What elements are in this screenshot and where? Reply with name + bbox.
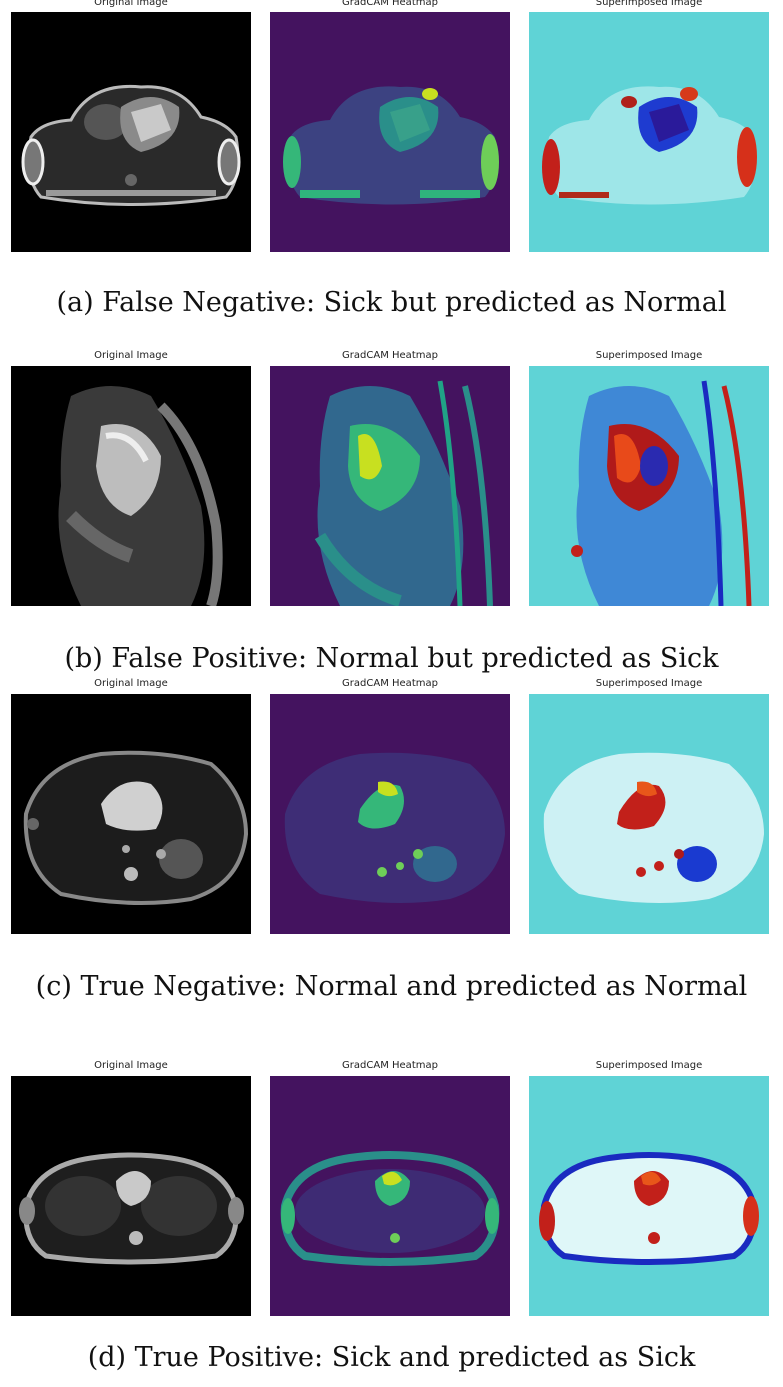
- panel-title-heatmap: GradCAM Heatmap: [342, 678, 438, 689]
- original-image: [11, 366, 251, 606]
- gradcam-heatmap: [270, 694, 510, 934]
- original-image: [11, 1076, 251, 1316]
- caption-d: (d) True Positive: Sick and predicted as…: [87, 1342, 696, 1373]
- caption-b: (b) False Positive: Normal but predicted…: [64, 643, 719, 674]
- original-image: [11, 694, 251, 934]
- panel-title-original: Original Image: [94, 350, 168, 361]
- panel-title-original: Original Image: [94, 0, 168, 8]
- original-image: [11, 12, 251, 252]
- caption-c: (c) True Negative: Normal and predicted …: [35, 971, 748, 1002]
- panel-title-heatmap: GradCAM Heatmap: [342, 1060, 438, 1071]
- gradcam-heatmap: [270, 1076, 510, 1316]
- panel-title-original: Original Image: [94, 678, 168, 689]
- superimposed-image: [529, 366, 769, 606]
- panel-title-superimposed: Superimposed Image: [595, 0, 703, 8]
- caption-a: (a) False Negative: Sick but predicted a…: [56, 287, 727, 318]
- panel-title-superimposed: Superimposed Image: [595, 1060, 703, 1071]
- panel-title-heatmap: GradCAM Heatmap: [342, 0, 438, 8]
- gradcam-heatmap: [270, 12, 510, 252]
- panel-title-heatmap: GradCAM Heatmap: [342, 350, 438, 361]
- panel-title-original: Original Image: [94, 1060, 168, 1071]
- panel-title-superimposed: Superimposed Image: [595, 678, 703, 689]
- superimposed-image: [529, 1076, 769, 1316]
- superimposed-image: [529, 694, 769, 934]
- panel-title-superimposed: Superimposed Image: [595, 350, 703, 361]
- superimposed-image: [529, 12, 769, 252]
- gradcam-heatmap: [270, 366, 510, 606]
